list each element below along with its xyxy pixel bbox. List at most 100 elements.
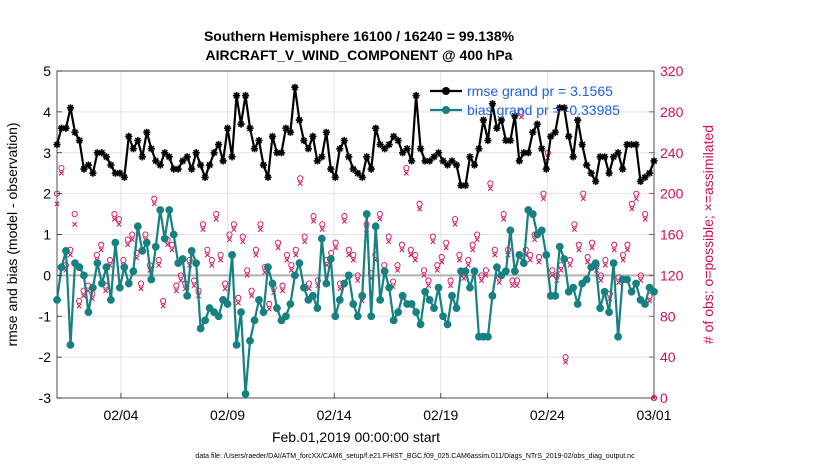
legend-rmse-label: rmse grand pr = 3.1565 — [467, 83, 613, 99]
bias-point — [394, 308, 403, 317]
rmse-point — [246, 124, 254, 132]
assimilated-obs-point — [571, 226, 577, 232]
possible-obs-point — [328, 249, 335, 256]
bias-point — [560, 255, 569, 263]
assimilated-obs-point — [563, 359, 569, 365]
assimilated-obs-point — [478, 277, 485, 284]
possible-obs-point — [566, 256, 574, 264]
possible-obs-point — [434, 262, 441, 269]
y2-tick-label: 320 — [660, 63, 684, 79]
bias-point — [412, 308, 420, 317]
rmse-point — [291, 83, 299, 91]
bias-point — [80, 271, 88, 280]
bias-point — [178, 255, 187, 263]
rmse-point — [300, 136, 308, 145]
x-tick-label: 02/24 — [530, 407, 565, 423]
rmse-point — [156, 161, 164, 169]
possible-obs-point — [487, 180, 494, 187]
y2-tick-label: 160 — [660, 227, 684, 243]
rmse-point — [358, 173, 366, 181]
bias-point — [106, 296, 115, 304]
rmse-point — [381, 145, 389, 153]
rmse-point — [318, 153, 326, 161]
bias-point — [591, 259, 600, 268]
bias-point — [291, 271, 299, 280]
bias-point — [416, 320, 425, 329]
rmse-point — [506, 136, 514, 145]
possible-obs-point — [239, 233, 246, 240]
assimilated-obs-point — [257, 226, 263, 232]
rmse-point — [322, 128, 330, 136]
rmse-point — [259, 161, 268, 169]
possible-obs-point — [107, 256, 114, 264]
possible-obs-point — [142, 231, 149, 238]
rmse-point — [125, 132, 133, 140]
rmse-point — [610, 153, 618, 161]
assimilated-obs-point — [266, 306, 272, 312]
rmse-point — [331, 173, 339, 181]
possible-obs-point — [288, 262, 295, 269]
bias-point — [313, 304, 322, 312]
rmse-point — [98, 149, 106, 157]
gridlines — [57, 70, 655, 399]
rmse-point — [524, 149, 532, 157]
bias-point — [614, 332, 622, 341]
bias-point — [282, 312, 290, 321]
rmse-point — [273, 149, 281, 157]
rmse-point — [520, 149, 528, 157]
bias-point — [492, 263, 501, 272]
assimilated-obs-point — [642, 216, 648, 222]
assimilated-obs-point — [226, 237, 233, 243]
assimilated-obs-point — [125, 242, 131, 248]
bias-point — [632, 279, 640, 288]
bias-point — [407, 300, 416, 308]
bias-point — [151, 242, 160, 251]
x-tick-label: 03/01 — [636, 407, 671, 423]
bias-point — [452, 304, 461, 312]
bias-point — [627, 287, 636, 296]
assimilated-obs-point — [633, 196, 639, 202]
assimilated-obs-point — [434, 267, 440, 273]
bias-point — [430, 304, 438, 312]
assimilated-obs-point — [549, 272, 555, 278]
rmse-point — [367, 165, 375, 173]
assimilated-obs-point — [235, 300, 241, 306]
y-tick-label: -2 — [39, 349, 52, 365]
rmse-point — [206, 161, 214, 169]
bias-point — [551, 291, 560, 300]
rmse-point — [179, 157, 187, 165]
rmse-point — [93, 149, 101, 157]
y2-tick-label: 200 — [660, 186, 684, 202]
y-tick-label: 3 — [43, 145, 51, 161]
rmse-point — [551, 128, 559, 136]
bias-point — [295, 259, 304, 268]
possible-obs-point — [345, 246, 352, 253]
bias-point — [299, 283, 308, 292]
rmse-point — [241, 91, 250, 100]
bias-point — [439, 312, 447, 321]
bias-point — [367, 312, 376, 321]
bias-point — [201, 316, 210, 325]
possible-obs-point — [482, 267, 490, 274]
assimilated-obs-point — [129, 237, 135, 243]
y-tick-label: 2 — [43, 186, 51, 202]
possible-obs-point — [208, 256, 215, 264]
assimilated-obs-point — [346, 252, 352, 258]
rmse-point — [340, 136, 348, 145]
assimilated-obs-point — [302, 239, 308, 245]
possible-obs-point — [469, 241, 476, 248]
rmse-point — [147, 145, 155, 153]
legend: rmse grand pr = 3.1565 bias grand pr = -… — [430, 83, 620, 118]
possible-obs-point — [509, 277, 516, 284]
bias-point — [537, 226, 546, 235]
assimilated-obs-point — [602, 262, 608, 268]
assimilated-obs-point — [417, 206, 423, 212]
rmse-point — [605, 169, 613, 177]
assimilated-obs-markers — [54, 114, 657, 401]
bias-point — [331, 312, 340, 321]
bias-point — [308, 291, 317, 300]
rmse-point — [336, 145, 344, 153]
y2-tick-label: 80 — [660, 308, 676, 324]
assimilated-obs-point — [598, 277, 604, 284]
possible-obs-point — [120, 256, 127, 264]
